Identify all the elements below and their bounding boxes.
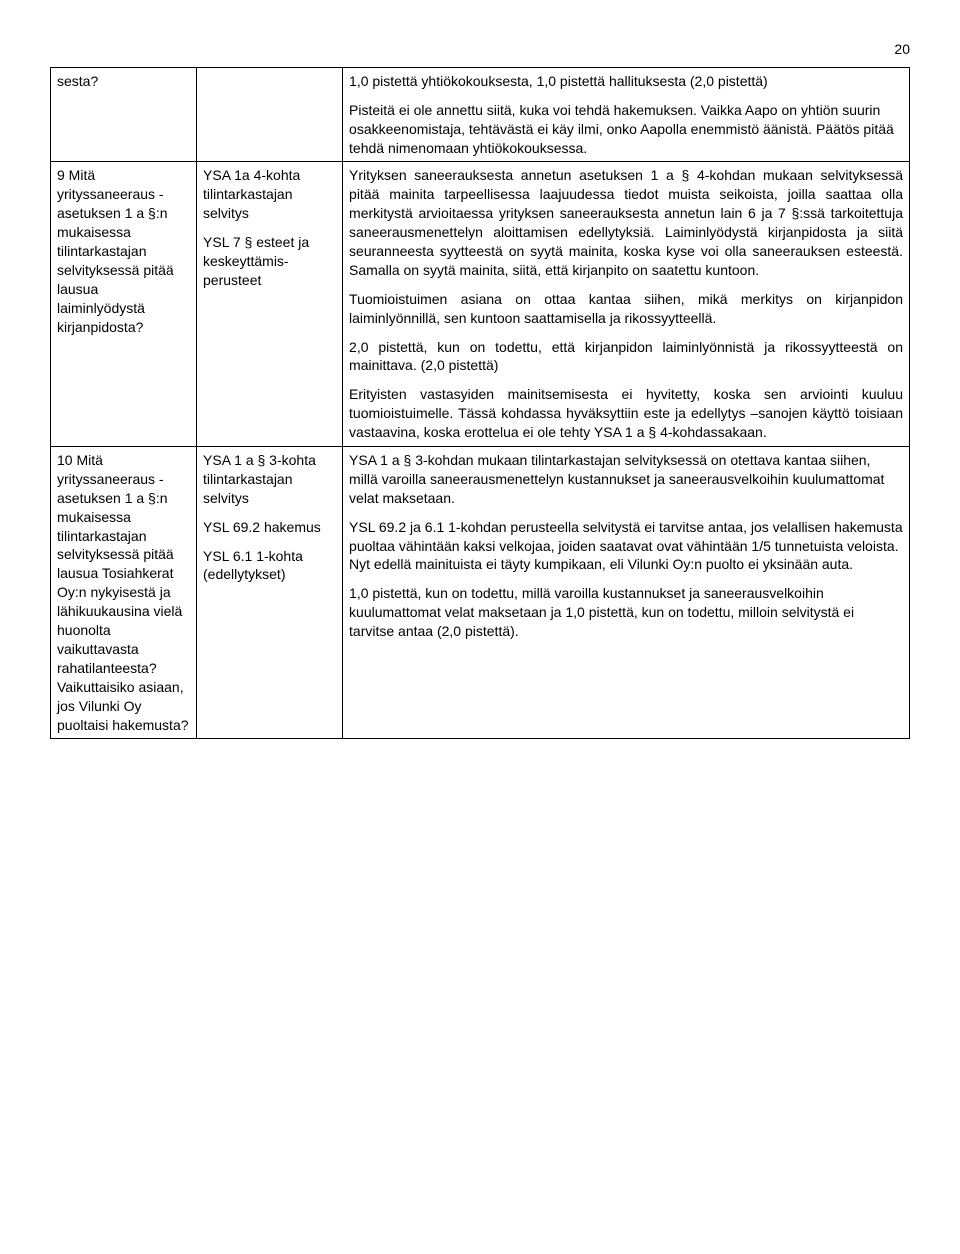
reference-paragraph: YSL 6.1 1-kohta (edellytykset) (203, 547, 336, 585)
table-row: 9 Mitä yrityssaneeraus -asetuksen 1 a §:… (51, 162, 910, 447)
answer-paragraph: YSA 1 a § 3-kohdan mukaan tilintarkastaj… (349, 451, 903, 508)
cell-reference (197, 67, 343, 162)
cell-answer: YSA 1 a § 3-kohdan mukaan tilintarkastaj… (343, 447, 910, 739)
cell-question: 9 Mitä yrityssaneeraus -asetuksen 1 a §:… (51, 162, 197, 447)
cell-question: sesta? (51, 67, 197, 162)
answer-paragraph: YSL 69.2 ja 6.1 1-kohdan perusteella sel… (349, 518, 903, 575)
answer-paragraph: 2,0 pistettä, kun on todettu, että kirja… (349, 338, 903, 376)
answer-paragraph: Tuomioistuimen asiana on ottaa kantaa si… (349, 290, 903, 328)
answer-paragraph: 1,0 pistettä yhtiökokouksesta, 1,0 piste… (349, 72, 903, 91)
cell-question: 10 Mitä yrityssaneeraus -asetuksen 1 a §… (51, 447, 197, 739)
reference-paragraph: YSL 69.2 hakemus (203, 518, 336, 537)
cell-answer: Yrityksen saneerauksesta annetun asetuks… (343, 162, 910, 447)
page-number: 20 (50, 40, 910, 59)
answer-paragraph: 1,0 pistettä, kun on todettu, millä varo… (349, 584, 903, 641)
content-table: sesta? 1,0 pistettä yhtiökokouksesta, 1,… (50, 67, 910, 740)
reference-paragraph: YSA 1 a § 3-kohta tilintarkastajan selvi… (203, 451, 336, 508)
table-row: sesta? 1,0 pistettä yhtiökokouksesta, 1,… (51, 67, 910, 162)
table-row: 10 Mitä yrityssaneeraus -asetuksen 1 a §… (51, 447, 910, 739)
cell-answer: 1,0 pistettä yhtiökokouksesta, 1,0 piste… (343, 67, 910, 162)
answer-paragraph: Pisteitä ei ole annettu siitä, kuka voi … (349, 101, 903, 158)
answer-paragraph: Erityisten vastasyiden mainitsemisesta e… (349, 385, 903, 442)
cell-reference: YSA 1 a § 3-kohta tilintarkastajan selvi… (197, 447, 343, 739)
cell-reference: YSA 1a 4-kohta tilintarkastajan selvitys… (197, 162, 343, 447)
reference-paragraph: YSA 1a 4-kohta tilintarkastajan selvitys (203, 166, 336, 223)
answer-paragraph: Yrityksen saneerauksesta annetun asetuks… (349, 166, 903, 279)
reference-paragraph: YSL 7 § esteet ja keskeyttämis-perusteet (203, 233, 336, 290)
